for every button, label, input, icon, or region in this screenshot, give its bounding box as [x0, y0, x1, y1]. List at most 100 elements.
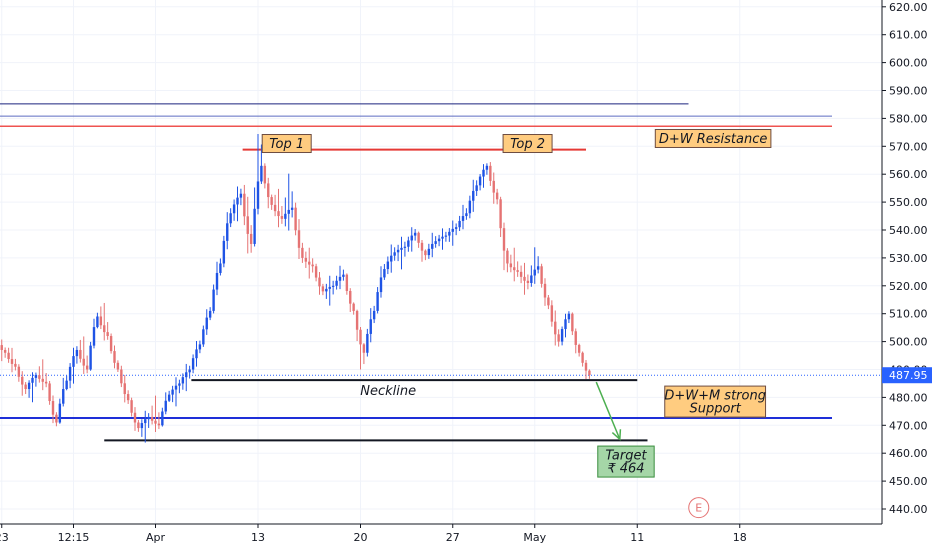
candle-body [338, 276, 342, 281]
candle-body [372, 310, 376, 320]
candle-body [38, 375, 41, 379]
candle-body [427, 248, 431, 256]
candle-body [526, 280, 530, 284]
candle-body [321, 286, 325, 292]
candle-body [263, 165, 267, 184]
candle-body [198, 344, 202, 350]
target-label[interactable]: Target ₹ 464 [597, 445, 655, 478]
candle-body [181, 377, 185, 384]
candle-body [325, 288, 328, 292]
candle-body [137, 422, 140, 429]
candle-body [239, 193, 243, 198]
candle-body [3, 349, 7, 353]
target-label-text: Target ₹ 464 [605, 449, 647, 477]
candle-body [560, 329, 564, 342]
candle-body [523, 276, 526, 281]
resistance-label[interactable]: D+W Resistance [654, 128, 772, 148]
candle-body [533, 269, 536, 276]
candle-body [75, 349, 79, 357]
candle-body [554, 321, 557, 335]
candle-body [314, 266, 318, 278]
candle-body [550, 305, 554, 322]
candle-body [174, 385, 178, 390]
candle-body [34, 375, 38, 378]
support-label[interactable]: D+W+M strong Support [664, 385, 767, 418]
support-label-text: D+W+M strong Support [664, 389, 766, 417]
candle-body [167, 394, 171, 401]
candle-body [495, 192, 499, 200]
top-2-label-text: Top 2 [510, 137, 545, 152]
candle-body [232, 204, 236, 214]
candle-body [417, 232, 420, 243]
candle-body [7, 352, 10, 360]
earnings-event-icon[interactable]: E [688, 497, 710, 519]
y-tick-label: 570.00 [889, 140, 928, 153]
candle-body [451, 228, 454, 232]
candle-body [243, 193, 246, 217]
candle-body [123, 383, 126, 395]
candle-body [103, 325, 106, 333]
candle-body [386, 261, 390, 270]
time-axis[interactable]: 23 12:15 Apr 13 20 27 May 11 18 [0, 523, 932, 550]
top-1-label[interactable]: Top 1 [261, 134, 312, 154]
candle-body [355, 310, 359, 330]
candle-body [14, 363, 17, 367]
candle-body [287, 209, 290, 214]
reference-lines [0, 103, 882, 442]
x-tick-label: Apr [146, 531, 166, 544]
y-tick-label: 620.00 [889, 1, 928, 14]
last-price-label: 487.95 [889, 369, 928, 382]
y-tick-label: 580.00 [889, 112, 928, 125]
candle-body [17, 366, 21, 377]
candle-body [27, 382, 31, 390]
candle-body [62, 389, 65, 404]
top-1-label-box [261, 134, 312, 154]
candle-body [366, 333, 369, 353]
candle-body [311, 264, 314, 267]
last-price-badge [882, 367, 932, 384]
candle-body [164, 400, 167, 412]
candle-body [21, 376, 24, 385]
candle-body [0, 345, 3, 350]
candle-body [557, 334, 560, 342]
price-axis[interactable]: 620.00 610.00 600.00 590.00 580.00 570.00 560.… [881, 0, 932, 524]
candle-body [191, 358, 195, 370]
event-label: E [695, 502, 702, 515]
candle-body [318, 277, 321, 287]
candle-body [72, 356, 75, 367]
candle-body [133, 412, 137, 423]
candle-body [574, 331, 577, 345]
candle-body [116, 362, 120, 370]
candle-body [65, 380, 68, 390]
candle-body [256, 181, 260, 209]
top-2-label[interactable]: Top 2 [502, 134, 553, 154]
candle-body [31, 377, 34, 383]
resistance-label-text: D+W Resistance [659, 132, 768, 147]
candle-body [301, 247, 304, 258]
target-label-box [597, 445, 655, 478]
candle-body [424, 250, 427, 256]
candle-body [236, 197, 239, 205]
candle-body [280, 216, 284, 219]
candle-body [448, 231, 451, 236]
candle-body [55, 414, 58, 423]
candle-body [465, 213, 468, 217]
candle-body [499, 199, 502, 229]
y-tick-label: 480.00 [889, 391, 928, 404]
candle-body [222, 240, 226, 264]
candle-body [475, 185, 478, 191]
neckline-label[interactable]: Neckline [360, 384, 416, 399]
candle-body [331, 285, 335, 287]
candle-body [79, 349, 82, 359]
candle-body [226, 223, 229, 241]
candle-body [584, 362, 588, 371]
resistance-label-box [654, 128, 772, 148]
candle-body [530, 275, 533, 284]
candle-body [502, 228, 506, 251]
candle-body [68, 366, 72, 381]
candle-body [335, 280, 338, 286]
candle-body [485, 165, 489, 170]
candle-body [345, 274, 349, 291]
candle-body [246, 216, 249, 234]
